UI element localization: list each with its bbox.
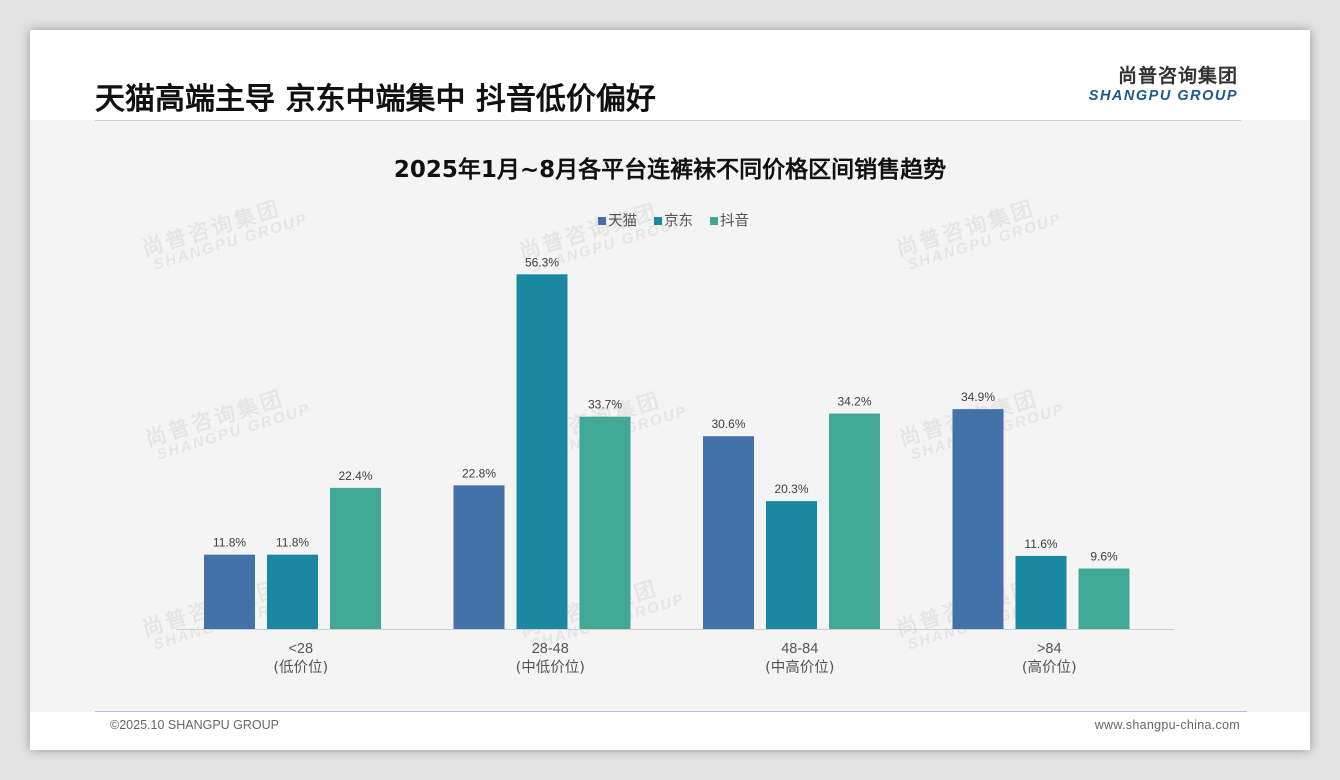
x-tick-sublabel: (中高价位): [765, 659, 834, 676]
data-label: 22.8%: [462, 466, 496, 480]
x-tick-sublabel: (高价位): [1022, 659, 1077, 676]
legend-tmall: 天猫: [608, 213, 637, 230]
x-tick-label: >84: [1037, 641, 1062, 657]
legend-douyin: 抖音: [720, 213, 749, 230]
data-label: 11.8%: [276, 536, 309, 550]
data-label: 56.3%: [525, 255, 559, 269]
page-title: 天猫高端主导 京东中端集中 抖音低价偏好: [95, 82, 656, 117]
footer-band: [30, 712, 1310, 750]
copyright-text: ©2025.10 SHANGPU GROUP: [110, 718, 279, 732]
chart-title: 2025年1月~8月各平台连裤袜不同价格区间销售趋势: [393, 157, 947, 183]
bar-chart: 11.8% 11.8% 22.4% <28 (低价位) 22.8% 56.3% 33.7% 28…: [176, 213, 1174, 676]
data-label: 34.9%: [961, 390, 995, 404]
legend-jd-swatch: [654, 217, 662, 225]
legend-jd: 京东: [664, 213, 693, 230]
bar-douyin: [1078, 568, 1130, 629]
footer-divider: [95, 711, 1247, 712]
bar-jd: [766, 501, 817, 629]
x-tick-label: 28-48: [532, 641, 569, 657]
bar-jd: [516, 274, 568, 629]
data-label: 34.2%: [837, 395, 871, 409]
bar-tmall: [952, 409, 1004, 629]
slide: 天猫高端主导 京东中端集中 抖音低价偏好 尚普咨询集团 SHANGPU GROU…: [30, 30, 1310, 750]
data-label: 22.4%: [338, 469, 372, 483]
x-tick-label: 48-84: [781, 641, 818, 657]
data-label: 30.6%: [711, 417, 745, 431]
x-tick-sublabel: (中低价位): [516, 659, 585, 676]
legend-tmall-swatch: [598, 217, 606, 225]
x-tick-label: <28: [288, 641, 313, 657]
bar-jd: [1015, 555, 1067, 629]
bar-douyin: [330, 487, 381, 629]
data-label: 11.6%: [1024, 537, 1057, 551]
header-band: [30, 30, 1310, 120]
x-tick-sublabel: (低价位): [273, 659, 328, 676]
data-label: 11.8%: [213, 536, 246, 550]
data-label: 20.3%: [774, 482, 808, 496]
legend-douyin-swatch: [710, 217, 718, 225]
website-link[interactable]: www.shangpu-china.com: [1094, 718, 1240, 732]
bar-jd: [267, 554, 318, 629]
title-divider: [95, 120, 1241, 121]
brand-logo: 尚普咨询集团 SHANGPU GROUP: [1089, 64, 1238, 104]
data-label: 9.6%: [1090, 550, 1118, 564]
brand-name-cn: 尚普咨询集团: [1117, 65, 1238, 87]
bar-tmall: [204, 554, 255, 629]
data-label: 33.7%: [588, 398, 622, 412]
brand-name-en: SHANGPU GROUP: [1088, 88, 1238, 104]
bar-douyin: [579, 416, 631, 629]
bar-tmall: [703, 436, 754, 629]
bar-douyin: [829, 413, 880, 629]
bar-tmall: [453, 485, 505, 629]
